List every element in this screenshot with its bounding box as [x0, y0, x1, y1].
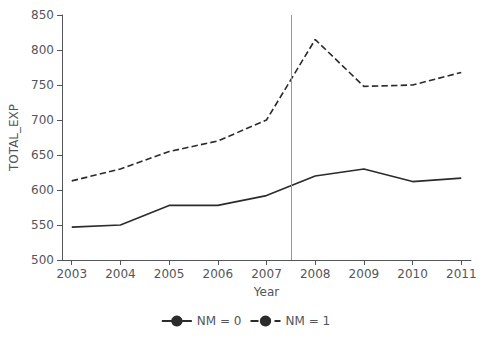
svg-text:850: 850	[31, 8, 54, 22]
svg-text:550: 550	[31, 218, 54, 232]
svg-text:750: 750	[31, 78, 54, 92]
svg-text:650: 650	[31, 148, 54, 162]
svg-text:2007: 2007	[251, 267, 282, 281]
svg-text:2010: 2010	[397, 267, 428, 281]
svg-text:2009: 2009	[349, 267, 380, 281]
svg-text:600: 600	[31, 183, 54, 197]
svg-text:2003: 2003	[56, 267, 87, 281]
svg-text:2008: 2008	[300, 267, 331, 281]
svg-text:NM = 1: NM = 1	[286, 314, 331, 328]
svg-text:700: 700	[31, 113, 54, 127]
svg-text:Year: Year	[253, 285, 279, 299]
svg-text:800: 800	[31, 43, 54, 57]
svg-text:NM = 0: NM = 0	[197, 314, 242, 328]
svg-text:2006: 2006	[203, 267, 234, 281]
svg-text:500: 500	[31, 253, 54, 267]
svg-text:2005: 2005	[154, 267, 185, 281]
svg-text:2011: 2011	[446, 267, 477, 281]
svg-text:2004: 2004	[105, 267, 136, 281]
svg-text:TOTAL_EXP: TOTAL_EXP	[7, 104, 21, 172]
